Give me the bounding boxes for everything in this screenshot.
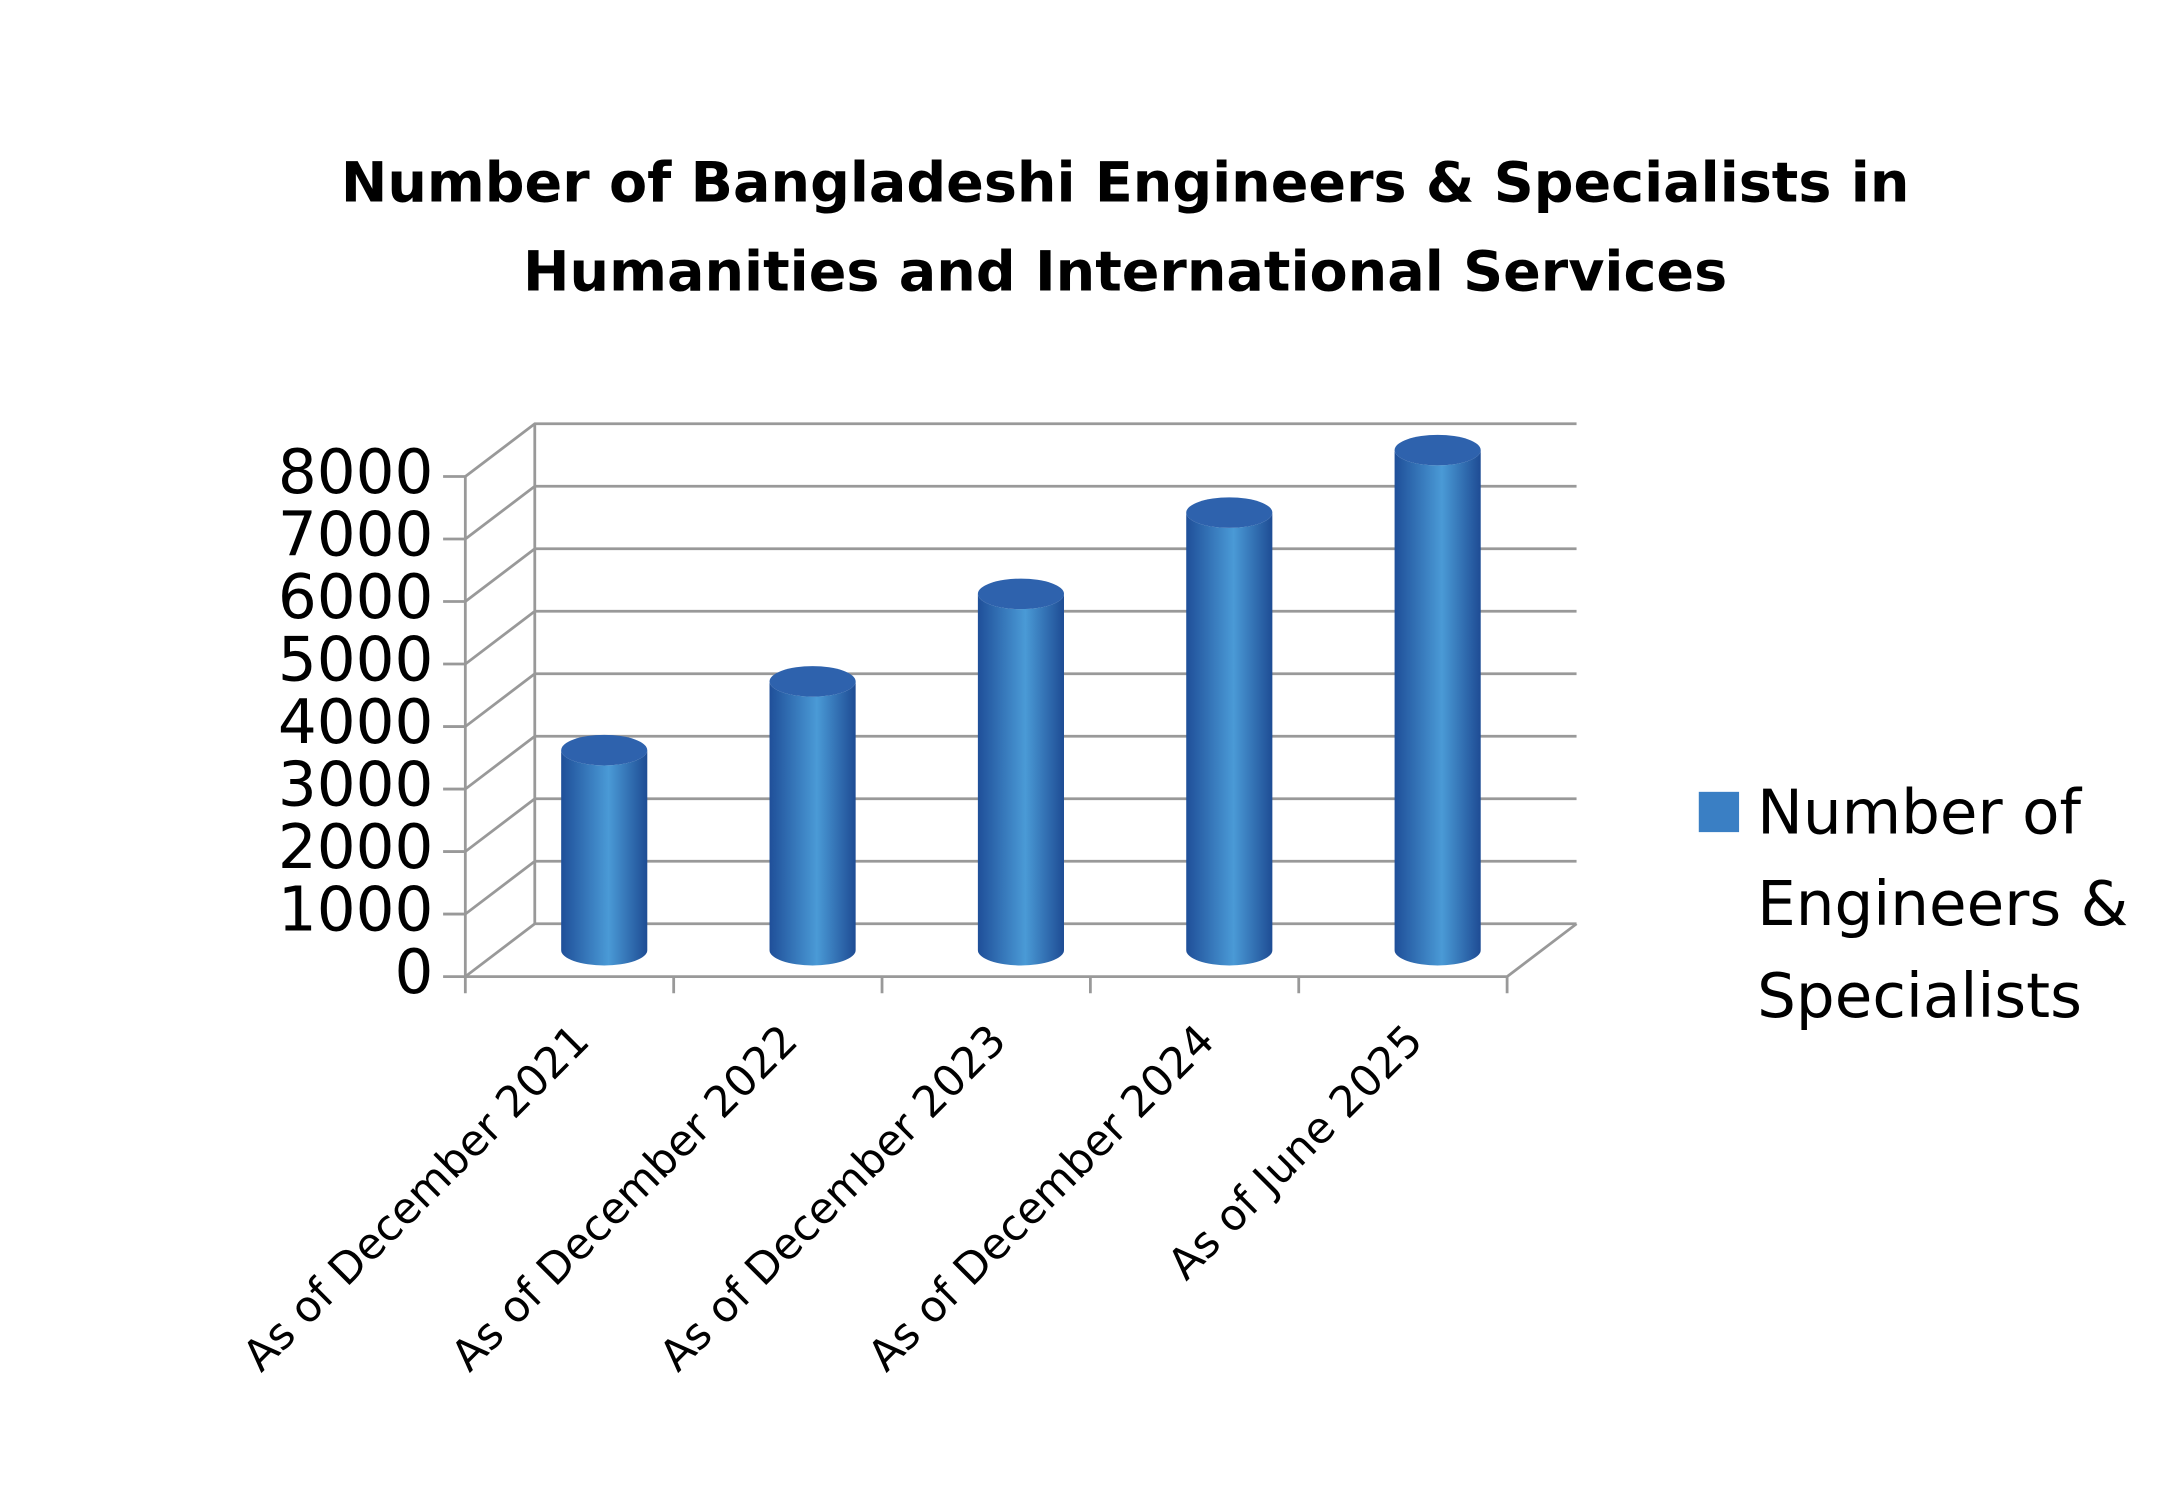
bar-top: [769, 666, 856, 697]
y-tick-label: 4000: [278, 687, 434, 758]
y-tick-label: 3000: [278, 750, 434, 821]
x-tick-label: As of December 2024: [859, 1015, 1225, 1381]
bar: [769, 681, 856, 966]
chart-title-box: Number of Bangladeshi Engineers & Specia…: [340, 151, 1910, 305]
y-tick-label: 2000: [278, 812, 434, 883]
legend-label: Number of Engineers & Specialists: [1757, 777, 2129, 1033]
x-tick-label: As of December 2021: [234, 1015, 600, 1381]
bar: [1186, 512, 1273, 966]
bar: [561, 750, 648, 966]
y-tick-label: 0: [394, 937, 433, 1008]
bar-top: [561, 734, 648, 766]
y-tick-label: 8000: [278, 437, 434, 508]
y-tick-label: 6000: [278, 562, 434, 633]
bar-top: [1186, 497, 1273, 528]
x-tick-label: As of December 2022: [442, 1015, 808, 1381]
bar: [1394, 450, 1481, 966]
x-tick-label: As of December 2023: [650, 1015, 1016, 1381]
chart-title: Number of Bangladeshi Engineers & Specia…: [340, 151, 1910, 305]
y-tick-label: 5000: [278, 625, 434, 696]
legend-swatch: [1698, 791, 1740, 833]
y-tick-label: 1000: [278, 875, 434, 946]
y-tick-label: 7000: [278, 500, 434, 571]
bar-top: [977, 578, 1064, 610]
bar: [977, 593, 1064, 966]
bar-top: [1394, 434, 1481, 466]
legend-box: Number of Engineers & Specialists: [1757, 777, 2129, 1033]
